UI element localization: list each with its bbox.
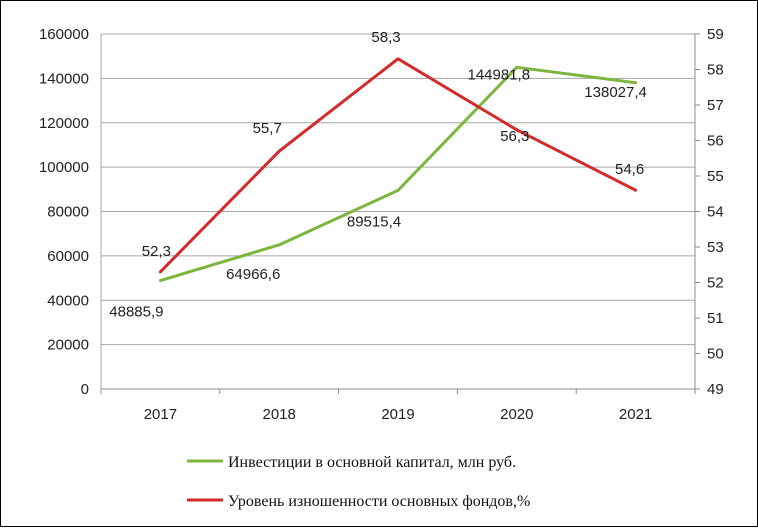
- right-tick-label: 52: [707, 275, 724, 292]
- axes: [100, 33, 700, 394]
- data-label: 56,3: [500, 128, 529, 145]
- x-tick-label: 2017: [144, 406, 177, 423]
- left-tick-label: 140000: [39, 70, 89, 87]
- data-point: [396, 57, 400, 61]
- data-point: [158, 279, 162, 283]
- x-tick-label: 2018: [263, 406, 296, 423]
- series-lines: [158, 57, 638, 283]
- data-point: [515, 128, 519, 132]
- x-axis-ticks: 2017 2018 2019 2020 2021: [144, 406, 653, 423]
- data-label: 58,3: [371, 29, 400, 46]
- right-tick-label: 59: [707, 26, 724, 43]
- data-label: 138027,4: [584, 84, 647, 101]
- legend-label: Инвестиции в основной капитал, млн руб.: [228, 454, 516, 471]
- data-label: 89515,4: [347, 213, 401, 230]
- data-label: 48885,9: [109, 304, 163, 321]
- right-tick-label: 56: [707, 133, 724, 150]
- data-point: [634, 188, 638, 192]
- data-point: [515, 65, 519, 69]
- gridlines: [101, 33, 695, 390]
- data-label: 55,7: [253, 120, 282, 137]
- left-tick-label: 120000: [39, 115, 89, 132]
- left-tick-label: 0: [81, 381, 89, 398]
- right-tick-label: 51: [707, 310, 724, 327]
- right-tick-label: 58: [707, 62, 724, 79]
- x-tick-label: 2020: [500, 406, 533, 423]
- data-point: [634, 81, 638, 85]
- data-label: 54,6: [615, 161, 644, 178]
- left-tick-label: 60000: [47, 248, 89, 265]
- series-line-1: [159, 65, 636, 282]
- left-tick-label: 160000: [39, 26, 89, 43]
- data-point: [277, 149, 281, 153]
- x-tick-label: 2019: [381, 406, 414, 423]
- data-label: 144981,8: [468, 66, 531, 83]
- x-tick-label: 2021: [619, 406, 652, 423]
- right-tick-label: 50: [707, 346, 724, 363]
- data-label: 52,3: [142, 243, 171, 260]
- left-axis-ticks: 0 20000 40000 60000 80000 100000 120000 140000 1…: [39, 26, 89, 398]
- legend: Инвестиции в основной капитал, млн руб. У…: [187, 454, 530, 510]
- data-labels: 48885,9 64966,6 89515,4 144981,8 138027,4 52,…: [109, 29, 647, 321]
- right-axis-ticks: 49 50 51 52 53 54 55 56 57 58 59: [707, 26, 724, 398]
- right-tick-label: 53: [707, 239, 724, 256]
- right-tick-label: 55: [707, 168, 724, 185]
- data-point: [277, 243, 281, 247]
- series-line-2: [159, 57, 637, 273]
- left-tick-label: 40000: [47, 292, 89, 309]
- left-tick-label: 100000: [39, 159, 89, 176]
- right-tick-label: 57: [707, 97, 724, 114]
- data-point: [396, 188, 400, 192]
- left-tick-label: 20000: [47, 337, 89, 354]
- right-tick-label: 54: [707, 204, 724, 221]
- right-tick-label: 49: [707, 381, 724, 398]
- data-point: [158, 270, 162, 274]
- legend-label: Уровень изношенности основных фондов,%: [228, 493, 530, 510]
- data-label: 64966,6: [226, 266, 280, 283]
- left-tick-label: 80000: [47, 204, 89, 221]
